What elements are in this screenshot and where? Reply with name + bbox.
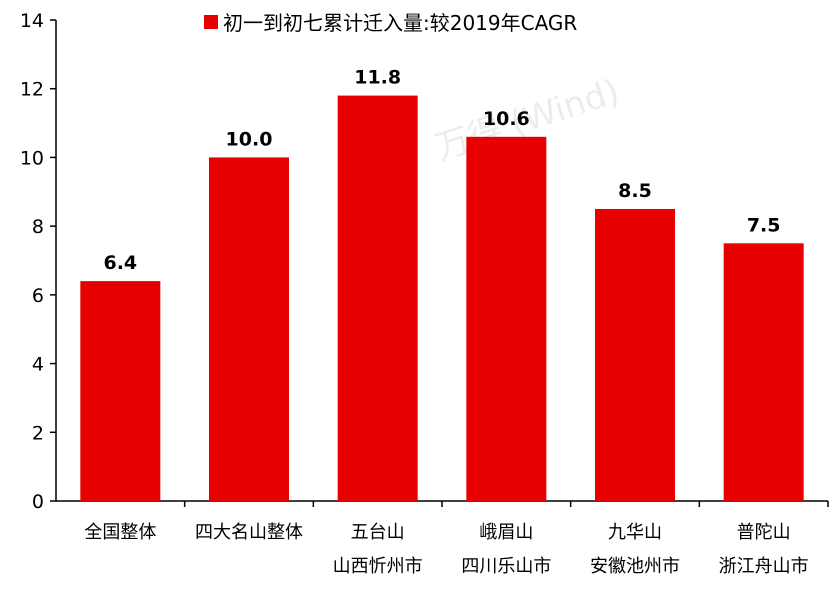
y-tick-label: 8	[32, 216, 44, 238]
bar	[595, 208, 675, 501]
x-tick-label: 浙江舟山市	[719, 556, 809, 577]
legend: 初一到初七累计迁入量:较2019年CAGR	[204, 11, 577, 35]
x-tick-label: 五台山	[351, 522, 405, 543]
data-label: 8.5	[618, 180, 652, 202]
y-tick-label: 6	[32, 285, 44, 307]
data-label: 10.0	[226, 128, 273, 150]
data-labels: 6.4 10.0 11.8 10.6 8.5 7.5	[103, 67, 780, 275]
x-tick-label: 山西忻州市	[333, 556, 423, 577]
x-tick-label: 安徽池州市	[590, 556, 680, 577]
data-label: 6.4	[103, 252, 137, 274]
y-ticks: 0 2 4 6 8 10 12 14	[20, 10, 56, 513]
bars	[80, 95, 829, 507]
bar	[337, 95, 418, 501]
x-tick-label: 四大名山整体	[195, 522, 303, 543]
bar	[723, 243, 804, 502]
bar	[80, 281, 161, 501]
y-tick-label: 4	[32, 354, 44, 376]
data-label: 10.6	[483, 108, 530, 130]
x-tick-label: 峨眉山	[479, 522, 533, 543]
bar	[466, 136, 547, 502]
legend-label: 初一到初七累计迁入量:较2019年CAGR	[223, 11, 577, 35]
legend-swatch	[204, 15, 218, 29]
bar	[209, 157, 289, 501]
x-tick-label: 四川乐山市	[461, 556, 551, 577]
x-tick-label: 全国整体	[84, 522, 156, 543]
data-label: 7.5	[747, 214, 781, 236]
y-tick-label: 12	[20, 79, 44, 101]
y-tick-label: 10	[20, 147, 44, 169]
x-tick-label: 九华山	[608, 522, 662, 543]
y-tick-label: 2	[32, 422, 44, 444]
y-tick-label: 14	[20, 10, 44, 32]
x-tick-label: 普陀山	[737, 522, 791, 543]
y-tick-label: 0	[32, 491, 44, 513]
data-label: 11.8	[354, 67, 401, 89]
